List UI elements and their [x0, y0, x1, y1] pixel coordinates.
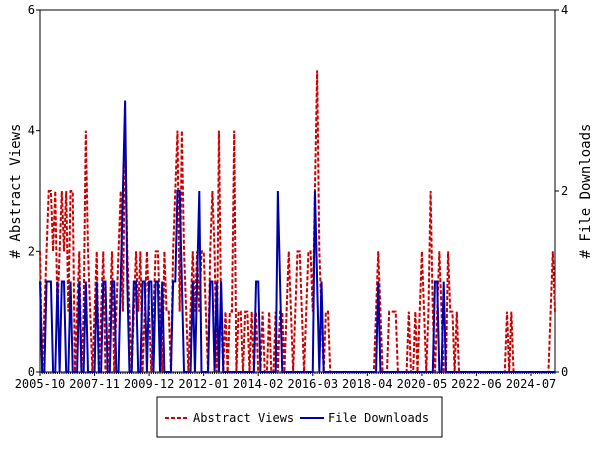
y2-axis-label: # File Downloads [578, 124, 594, 259]
x-tick-label: 2018-04 [342, 377, 393, 391]
y-tick-label: 6 [28, 3, 35, 17]
x-tick-label: 2022-06 [451, 377, 502, 391]
y2-tick-label: 2 [561, 184, 568, 198]
x-tick-label: 2024-07 [506, 377, 557, 391]
x-tick-label: 2007-11 [69, 377, 120, 391]
legend-label: Abstract Views [193, 411, 294, 425]
x-tick-label: 2020-05 [397, 377, 448, 391]
legend-box [156, 396, 443, 438]
x-tick-label: 2009-12 [124, 377, 175, 391]
x-tick-label: 2014-02 [233, 377, 284, 391]
y-tick-label: 2 [28, 244, 35, 258]
x-tick-label: 2012-01 [178, 377, 229, 391]
x-tick-label: 2005-10 [15, 377, 66, 391]
series-line [39, 70, 556, 373]
y-tick-label: 0 [28, 365, 35, 379]
legend-label: File Downloads [328, 411, 429, 425]
y-tick-label: 4 [28, 124, 35, 138]
y-axis-label: # Abstract Views [8, 124, 24, 259]
series-line [39, 100, 555, 373]
x-tick-label: 2016-03 [287, 377, 338, 391]
plot-frame [39, 9, 556, 373]
y2-tick-label: 0 [561, 365, 568, 379]
y2-tick-label: 4 [561, 3, 568, 17]
